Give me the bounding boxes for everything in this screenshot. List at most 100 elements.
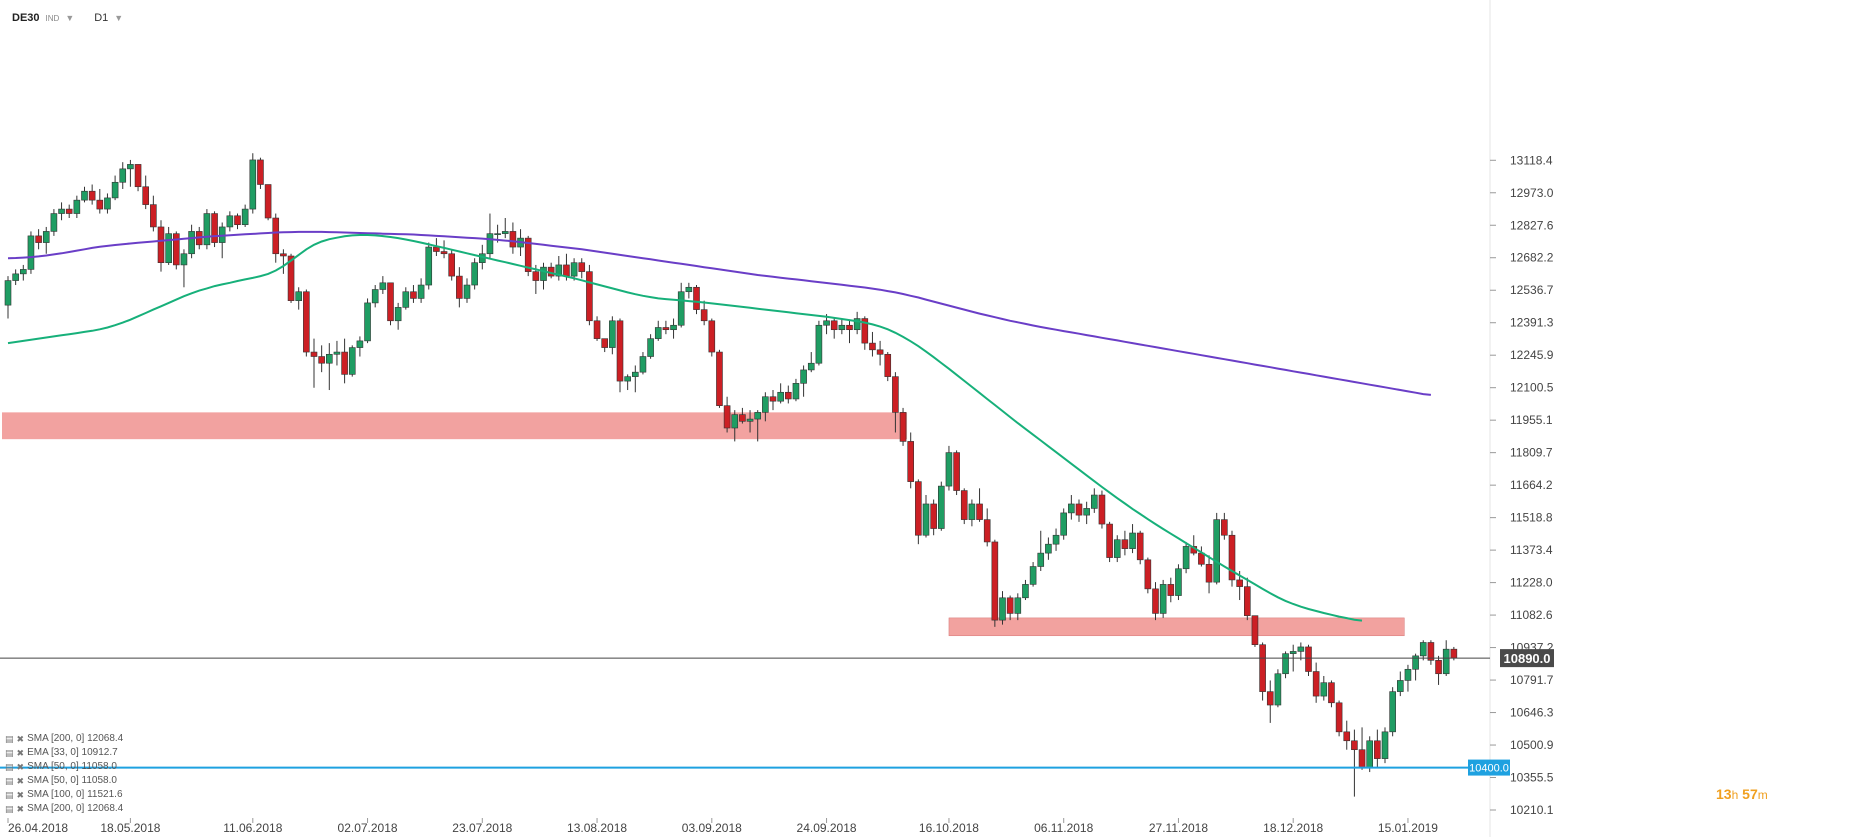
candle-body [310,351,318,357]
candle-body [96,199,104,210]
candle-body [739,414,746,422]
x-tick-label: 16.10.2018 [919,821,979,835]
candle-body [494,233,501,235]
candle-body [264,184,272,219]
candle-body [609,320,616,348]
settings-icon[interactable]: ▤ [5,804,14,814]
candle-body [624,376,631,382]
y-tick-label: 12682.2 [1510,251,1554,265]
candle-body [180,253,188,266]
candle-body [333,351,341,355]
candle-body [1397,680,1404,692]
candle-body [945,452,953,487]
chevron-down-icon[interactable]: ▼ [65,13,75,23]
y-tick-label: 11955.1 [1510,413,1553,427]
candle-body [861,318,869,344]
close-icon[interactable]: ✖ [16,776,25,786]
candle-body [708,320,716,353]
candle-body [111,181,119,199]
candle-body [234,215,241,226]
candle-body [1289,651,1297,654]
candle-body [1297,646,1305,652]
candle-body [1374,740,1381,759]
candle-body [173,233,180,266]
legend-item[interactable]: ▤ ✖ SMA [50, 0] 11058.0 [5,760,123,774]
candle-body [983,519,991,543]
y-tick-label: 11664.2 [1510,478,1553,492]
legend-item[interactable]: ▤ ✖ EMA [33, 0] 10912.7 [5,746,123,760]
candle-body [654,327,662,339]
resistance-zone [2,412,908,440]
candle-body [1389,691,1396,733]
candle-body [937,485,945,529]
close-icon[interactable]: ✖ [16,762,25,772]
candle-body [1366,740,1373,768]
legend-item[interactable]: ▤ ✖ SMA [100, 0] 11521.6 [5,788,123,802]
settings-icon[interactable]: ▤ [5,790,14,800]
candle-body [700,309,708,322]
legend-item[interactable]: ▤ ✖ SMA [200, 0] 12068.4 [5,732,123,746]
candle-body [1098,494,1106,525]
candle-body [348,347,356,375]
candle-body [425,246,433,286]
close-icon[interactable]: ✖ [16,734,25,744]
chevron-down-icon[interactable]: ▼ [114,13,124,23]
candle-body [119,168,127,183]
candle-body [371,289,379,304]
candle-body [341,351,348,375]
candle-body [325,353,333,364]
close-icon[interactable]: ✖ [16,804,25,814]
candle-body [976,503,983,520]
candle-body [417,284,425,299]
candle-body [1075,503,1083,516]
candle-body [1205,563,1213,583]
candle-body [1106,523,1113,558]
candle-body [73,199,81,214]
support-price-tag [1468,759,1510,776]
candle-body [1175,568,1182,596]
candle-body [991,541,999,621]
candle-body [677,291,685,326]
y-tick-label: 10355.5 [1510,771,1554,785]
legend-item[interactable]: ▤ ✖ SMA [200, 0] 12068.4 [5,802,123,816]
candle-body [716,351,723,406]
candle-body [1358,749,1366,768]
candle-body [356,340,364,348]
candle-body [777,391,784,402]
candle-body [1450,648,1458,659]
instrument-header[interactable]: DE30 IND ▼ D1 ▼ [12,12,123,24]
close-icon[interactable]: ✖ [16,790,25,800]
candle-body [1045,543,1052,554]
settings-icon[interactable]: ▤ [5,762,14,772]
candle-body [4,280,12,306]
candle-body [1259,644,1266,692]
settings-icon[interactable]: ▤ [5,748,14,758]
settings-icon[interactable]: ▤ [5,776,14,786]
candle-body [387,282,394,322]
candle-body [1305,646,1312,672]
candle-body [1343,731,1351,742]
close-icon[interactable]: ✖ [16,748,25,758]
candle-body [188,231,195,255]
candle-body [601,338,609,348]
candle-body [1182,546,1190,570]
candle-body [1351,740,1358,751]
candle-body [1213,519,1220,583]
y-tick-label: 12827.6 [1510,218,1554,232]
candle-body [81,190,88,201]
candle-body [1221,519,1228,536]
candle-body [287,255,295,301]
timeframe-label[interactable]: D1 [94,12,109,24]
y-tick-label: 10500.9 [1510,738,1554,752]
candle-body [876,349,884,355]
candle-body [930,503,937,529]
legend-item[interactable]: ▤ ✖ SMA [50, 0] 11058.0 [5,774,123,788]
candle-body [127,164,134,170]
candle-body [1022,584,1029,599]
y-tick-label: 11373.4 [1510,543,1553,557]
settings-icon[interactable]: ▤ [5,734,14,744]
candle-body [1228,534,1236,581]
candle-body [593,320,601,339]
candle-body [884,353,892,377]
